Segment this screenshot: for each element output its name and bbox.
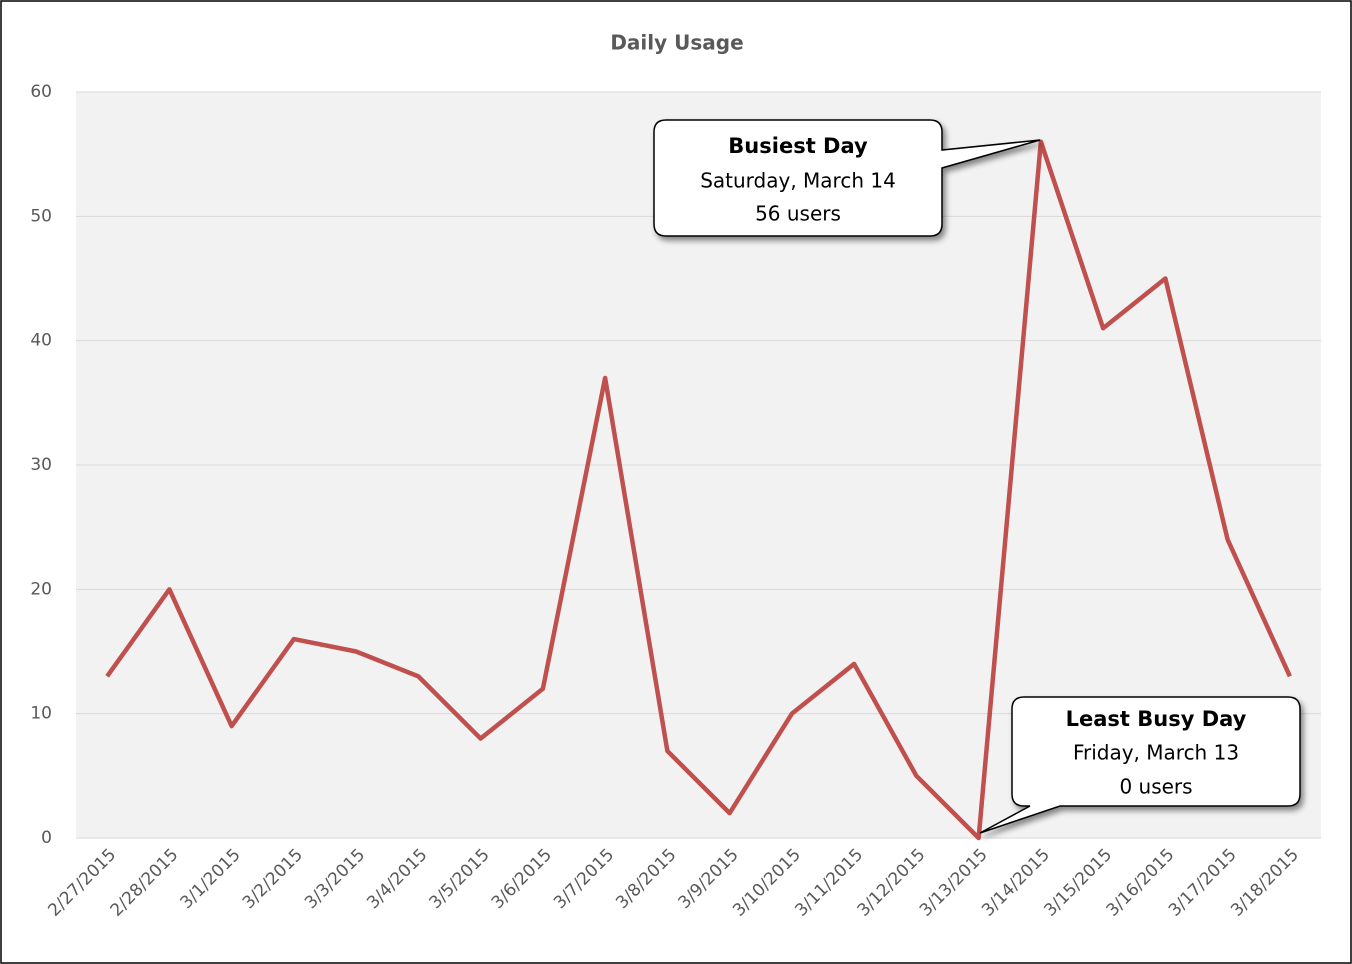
- y-tick-label: 50: [30, 206, 52, 226]
- y-tick-label: 60: [30, 82, 52, 102]
- data-line: [105, 139, 1292, 841]
- callout-text: 0 users: [1119, 775, 1192, 799]
- callout-text: Friday, March 13: [1073, 741, 1239, 765]
- y-tick-label: 30: [30, 455, 52, 475]
- callout: [979, 696, 1301, 834]
- y-tick-label: 40: [30, 331, 52, 351]
- callout-title: Least Busy Day: [1066, 707, 1247, 731]
- callout-title: Busiest Day: [728, 134, 868, 158]
- chart-title: Daily Usage: [610, 31, 743, 55]
- callout-text: 56 users: [755, 202, 841, 226]
- callout: [653, 119, 1041, 237]
- y-tick-label: 0: [41, 828, 52, 848]
- callout-text: Saturday, March 14: [700, 169, 896, 193]
- y-tick-label: 10: [30, 704, 52, 724]
- y-tick-label: 20: [30, 579, 52, 599]
